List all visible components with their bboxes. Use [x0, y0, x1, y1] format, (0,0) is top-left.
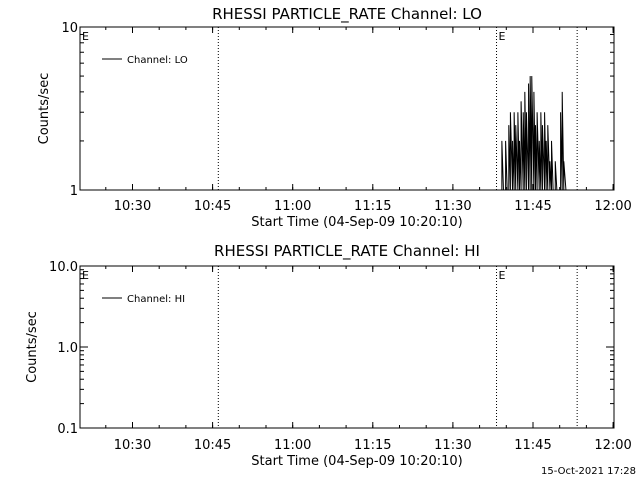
y-tick-label: 10: [61, 21, 78, 36]
x-axis-label: Start Time (04-Sep-09 10:20:10): [251, 215, 462, 230]
vertical-marker-label: E: [499, 30, 506, 43]
x-tick-label: 11:45: [514, 438, 551, 453]
chart-title: RHESSI PARTICLE_RATE Channel: LO: [212, 5, 482, 24]
x-tick-label: 10:30: [114, 199, 151, 214]
x-tick-label: 12:00: [594, 438, 631, 453]
x-tick-label: 12:00: [594, 199, 631, 214]
x-axis-label: Start Time (04-Sep-09 10:20:10): [251, 454, 462, 469]
plot-frame: [79, 26, 615, 191]
legend-entry: Channel: LO: [127, 55, 188, 66]
x-tick-label: 11:30: [434, 438, 471, 453]
x-tick-label: 10:45: [194, 199, 231, 214]
footer-timestamp: 15-Oct-2021 17:28: [541, 466, 636, 477]
x-tick-label: 10:30: [114, 438, 151, 453]
y-axis-label: Counts/sec: [25, 311, 40, 383]
x-tick-label: 11:30: [434, 199, 471, 214]
x-tick-label: 11:45: [514, 199, 551, 214]
legend-entry: Channel: HI: [127, 294, 185, 305]
y-tick-label: 0.1: [57, 422, 78, 437]
x-tick-label: 11:15: [354, 199, 391, 214]
x-tick-label: 11:00: [274, 438, 311, 453]
chart-title: RHESSI PARTICLE_RATE Channel: HI: [214, 242, 480, 261]
y-axis-label: Counts/sec: [37, 73, 52, 145]
series-line: [499, 76, 567, 191]
y-tick-label: 10.0: [49, 260, 78, 275]
vertical-marker-label: E: [82, 269, 89, 282]
panel-lo: RHESSI PARTICLE_RATE Channel: LO 10:30 10:…: [37, 5, 632, 230]
y-tick-label: 1.0: [57, 341, 78, 356]
vertical-marker-label: E: [82, 30, 89, 43]
y-tick-label: 1: [70, 184, 78, 199]
x-tick-label: 10:45: [194, 438, 231, 453]
plot-frame: [79, 265, 615, 429]
panel-hi: RHESSI PARTICLE_RATE Channel: HI 10:30 10:…: [25, 242, 632, 469]
x-tick-label: 11:00: [274, 199, 311, 214]
vertical-marker-label: E: [499, 269, 506, 282]
x-tick-label: 11:15: [354, 438, 391, 453]
